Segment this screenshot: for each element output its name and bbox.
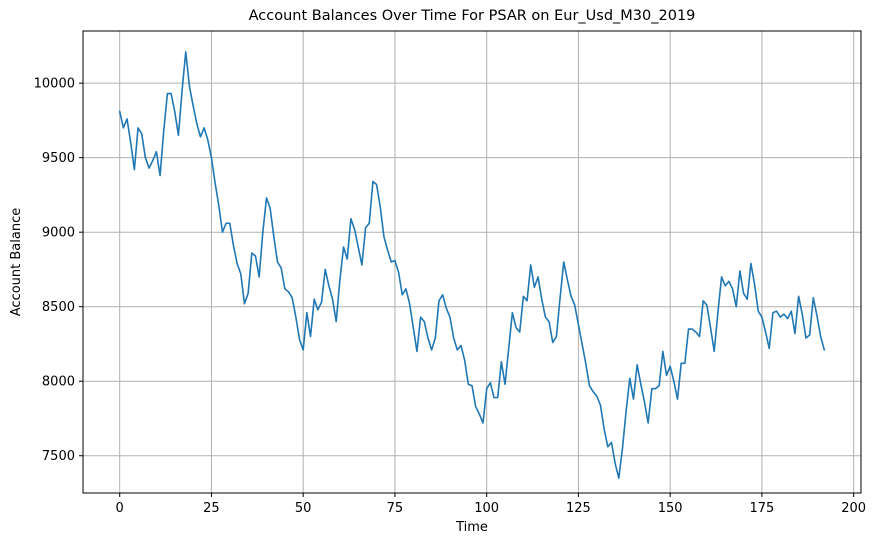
x-tick-label: 50 xyxy=(295,501,312,516)
x-tick-label: 150 xyxy=(658,501,683,516)
y-tick-label: 9500 xyxy=(42,151,75,166)
x-axis-label: Time xyxy=(455,520,488,535)
y-tick-label: 7500 xyxy=(42,449,75,464)
x-tick-label: 100 xyxy=(474,501,499,516)
x-tick-label: 175 xyxy=(750,501,775,516)
grid-layer xyxy=(83,31,861,493)
y-tick-label: 8500 xyxy=(42,300,75,315)
y-tick-label: 10000 xyxy=(34,77,75,92)
x-tick-label: 0 xyxy=(116,501,124,516)
x-tick-label: 75 xyxy=(387,501,404,516)
chart-title: Account Balances Over Time For PSAR on E… xyxy=(249,8,696,24)
plot-frame xyxy=(82,30,862,494)
tick-layer: 0 25 50 75 100 125 150 175 200 7500 8000 8500 9000 95… xyxy=(34,77,866,516)
series-line-0 xyxy=(118,51,826,479)
y-tick-label: 9000 xyxy=(42,226,75,241)
series-layer xyxy=(118,51,826,479)
x-tick-label: 125 xyxy=(566,501,591,516)
x-tick-label: 25 xyxy=(203,501,220,516)
y-axis-label: Account Balance xyxy=(9,208,24,316)
x-tick-label: 200 xyxy=(841,501,866,516)
y-tick-label: 8000 xyxy=(42,375,75,390)
